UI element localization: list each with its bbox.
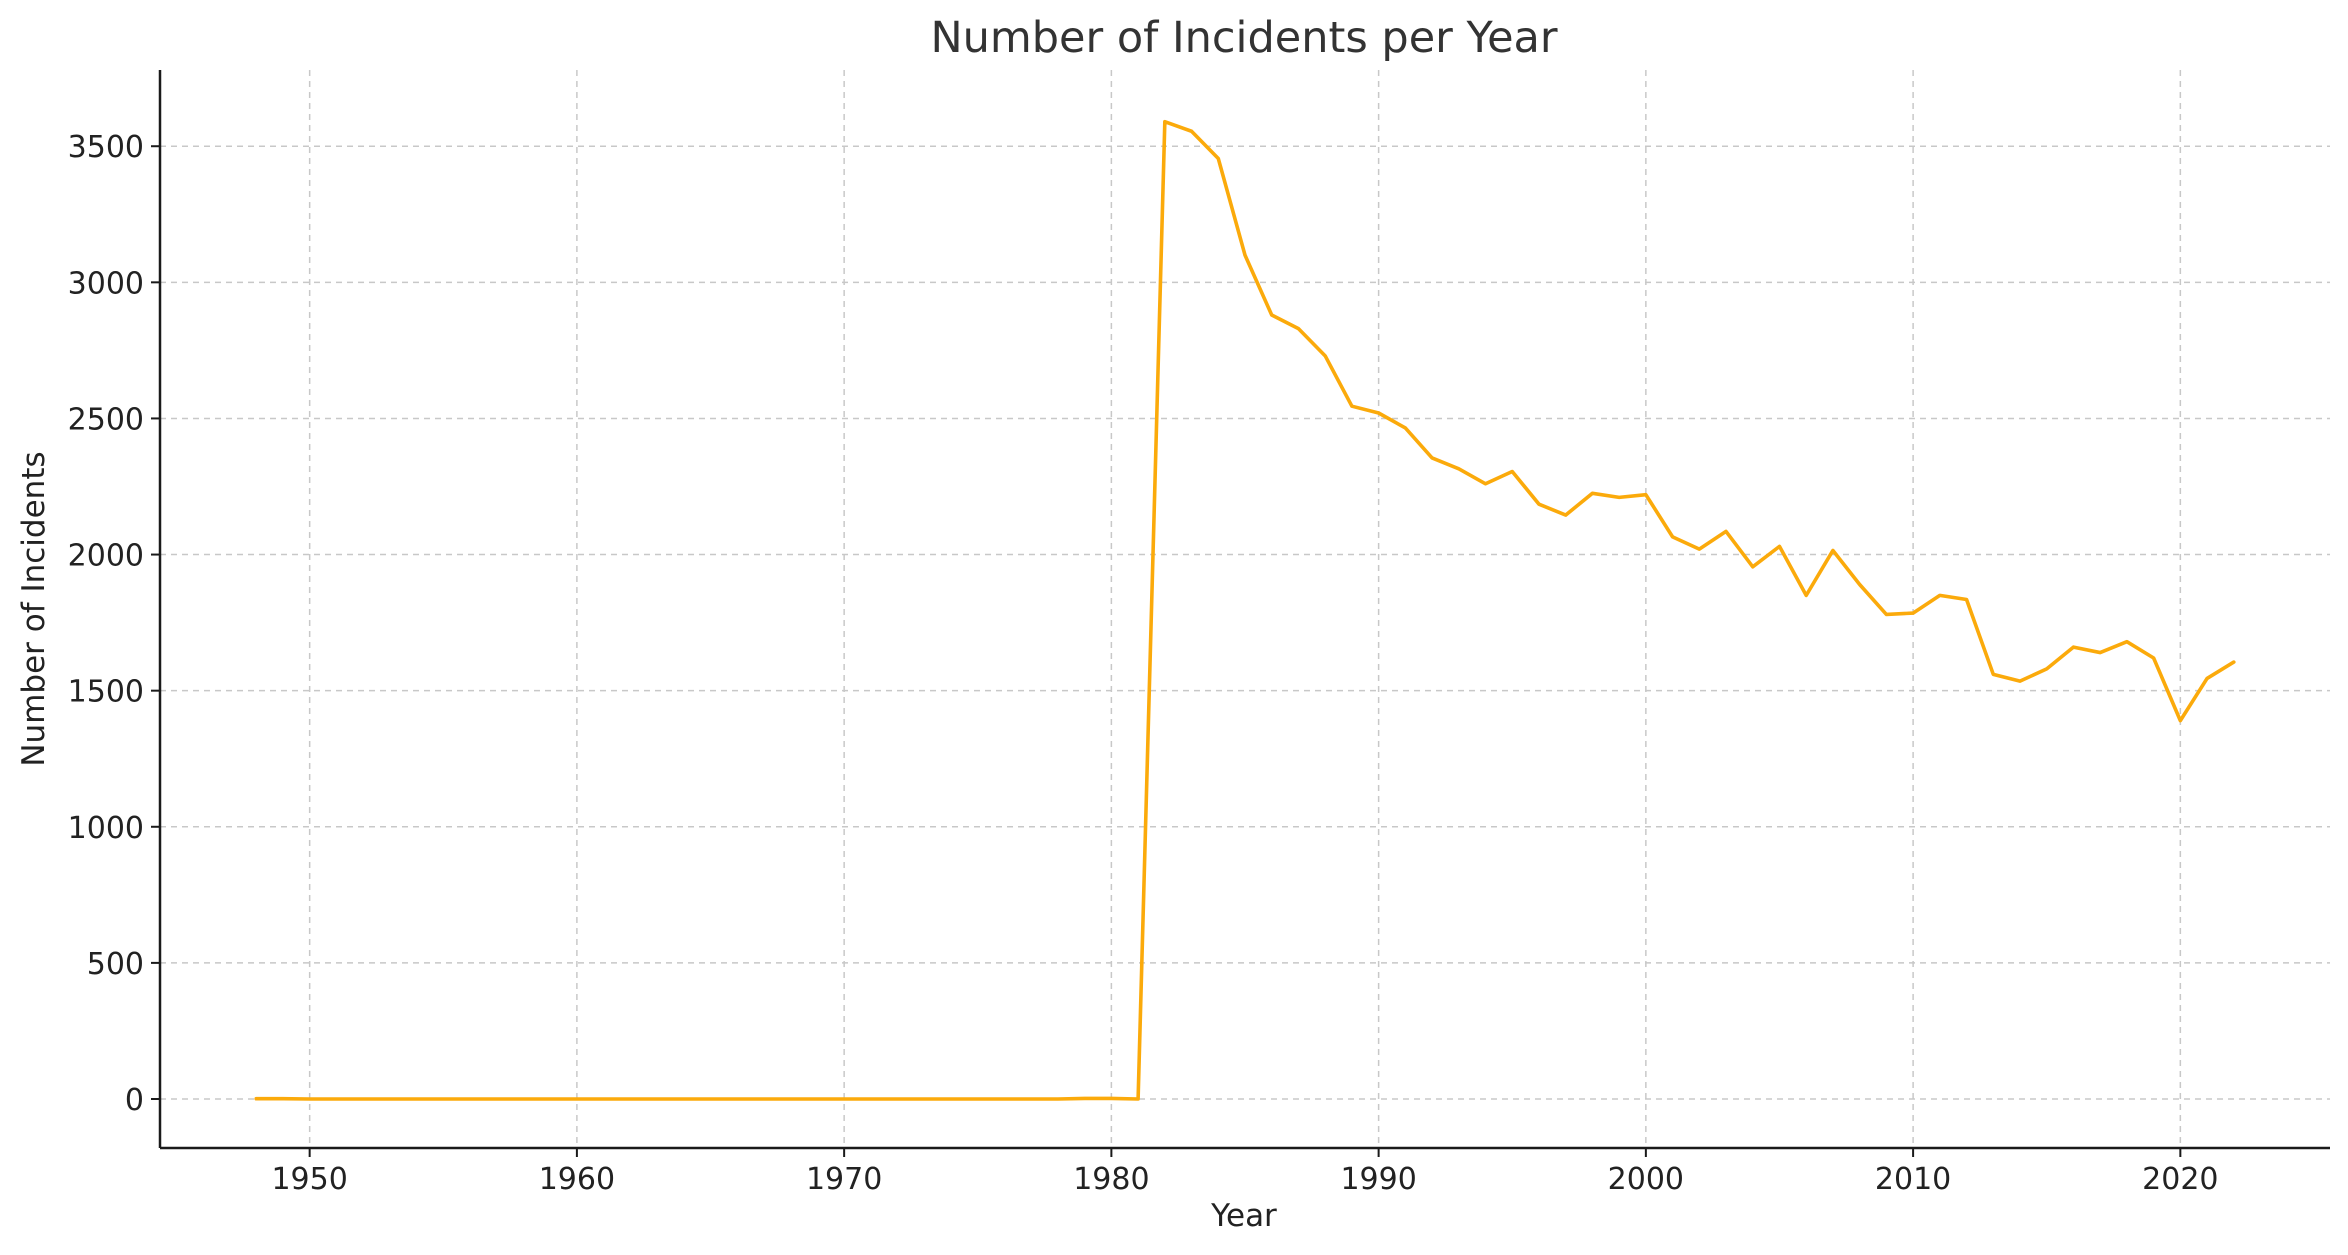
- x-tick-label: 1980: [1073, 1162, 1149, 1197]
- y-tick-label: 0: [125, 1083, 144, 1118]
- x-tick-label: 2010: [1875, 1162, 1951, 1197]
- axes: [158, 70, 2330, 1150]
- x-tick-label: 1960: [539, 1162, 615, 1197]
- plot-area: [254, 119, 2236, 1101]
- y-tick-label: 3500: [68, 130, 144, 165]
- x-tick-label: 1950: [271, 1162, 347, 1197]
- x-tick-label: 2020: [2142, 1162, 2218, 1197]
- gridlines: [160, 70, 2330, 1148]
- x-axis-ticks: 1950 1960 1970 1980 1990 2000 2010 2020: [271, 1148, 2219, 1197]
- x-tick-label: 1990: [1340, 1162, 1416, 1197]
- chart-title: Number of Incidents per Year: [930, 13, 1557, 63]
- y-tick-label: 2000: [68, 539, 144, 574]
- x-tick-label: 1970: [806, 1162, 882, 1197]
- series-line-0: [254, 119, 2236, 1101]
- x-tick-label: 2000: [1608, 1162, 1684, 1197]
- y-tick-label: 1500: [68, 675, 144, 710]
- y-tick-label: 500: [87, 947, 144, 982]
- y-axis-label: Number of Incidents: [16, 451, 52, 766]
- y-tick-label: 1000: [68, 811, 144, 846]
- y-tick-label: 3000: [68, 266, 144, 301]
- y-axis-ticks: 0 500 1000 1500 2000 2500 3000 3500: [68, 130, 160, 1118]
- x-axis-label: Year: [1210, 1198, 1277, 1234]
- y-tick-label: 2500: [68, 402, 144, 437]
